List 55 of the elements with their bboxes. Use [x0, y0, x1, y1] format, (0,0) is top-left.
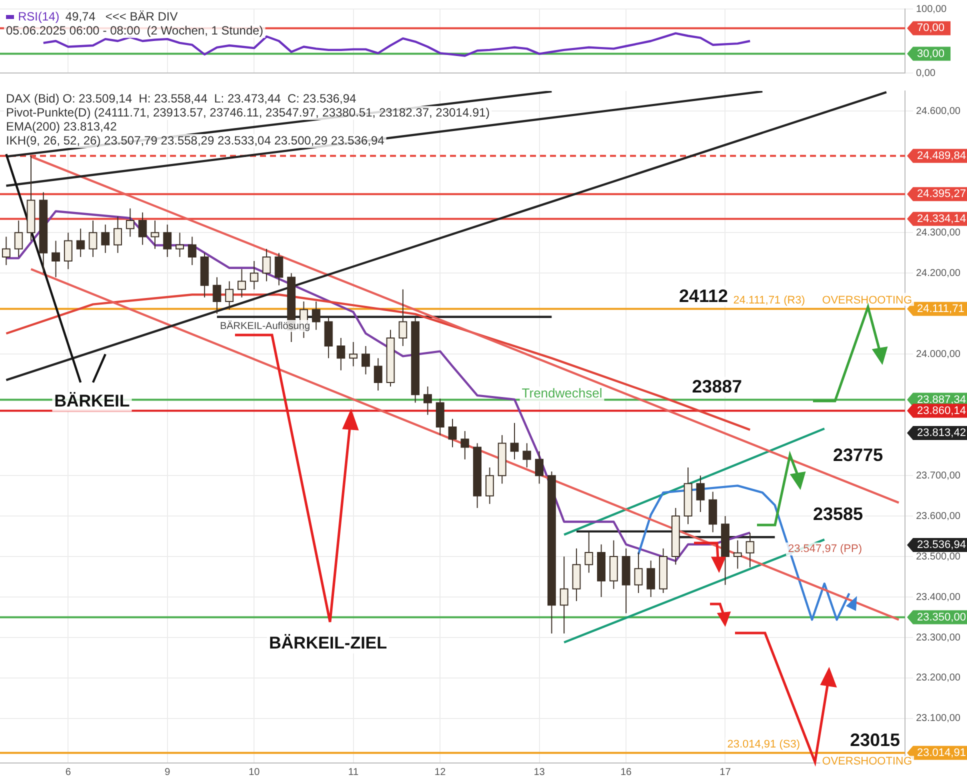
x-tick-label: 9 — [164, 766, 171, 778]
ref-line-label: 70,00 — [917, 22, 945, 34]
y-tick-label: 23.500,00 — [916, 551, 961, 562]
y-tick-label: 23.300,00 — [916, 632, 961, 644]
y-tick-label: 24.600,00 — [916, 106, 961, 117]
annotation: 23887 — [692, 376, 742, 397]
legend-label: RSI(14) — [18, 9, 60, 24]
text: 23.813,42 — [917, 427, 966, 440]
y-tick-label: 23.200,00 — [916, 672, 961, 684]
annotation: 23.014,91 (S3) — [727, 738, 800, 750]
x-tick-label: 17 — [720, 766, 732, 778]
annotation: 23585 — [812, 504, 864, 524]
x-tick-label: 10 — [248, 766, 260, 778]
y-tick-label: 23.600,00 — [916, 510, 961, 522]
annotation: DAX (Bid) O: 23.509,14 H: 23.558,44 L: 23.473,44 C: 23.536,94 — [6, 91, 357, 106]
y-tick-label: 23.400,00 — [916, 592, 961, 603]
ref-line-label: 23.350,00 — [917, 611, 966, 624]
y-tick-label: 23.700,00 — [916, 470, 961, 482]
annotation: Trendwechsel — [522, 386, 602, 401]
annotation: BÄRKEIL — [54, 392, 130, 411]
annotation: OVERSHOOTING — [822, 294, 912, 306]
annotation: <<< BÄR DIV — [105, 9, 178, 24]
ref-line-label: 24.489,84 — [917, 150, 966, 162]
ref-line-label: 30,00 — [917, 48, 945, 60]
x-tick-label: 6 — [65, 766, 72, 778]
ref-line-label: 24.334,14 — [917, 212, 966, 225]
y-tick-label: 24.300,00 — [916, 227, 961, 238]
annotation: 23775 — [832, 444, 884, 465]
annotation: IKH(9, 26, 52, 26) 23.507,79 23.558,29 23.533,04 23.500,29 23.536,94 — [6, 133, 385, 148]
x-tick-label: 13 — [534, 766, 546, 778]
y-tick-label: 0,00 — [916, 68, 936, 79]
x-tick-label: 11 — [348, 766, 359, 778]
ref-line-label: 24.395,27 — [917, 188, 966, 200]
ref-line-label: 23.014,91 — [917, 746, 966, 759]
annotation: 24112 — [678, 286, 728, 306]
annotation: 49,74 — [65, 9, 96, 24]
annotation: BÄRKEIL-Auflösung — [220, 320, 310, 332]
ref-line-label: 23.860,14 — [917, 404, 966, 417]
x-tick-label: 16 — [620, 766, 632, 778]
annotation: EMA(200) 23.813,42 — [6, 119, 118, 134]
annotation: 24.111,71 (R3) — [733, 294, 805, 306]
ref-line-label: 23.887,34 — [917, 394, 966, 406]
y-tick-label: 23.100,00 — [916, 713, 961, 724]
annotation: BÄRKEIL-ZIEL — [268, 634, 388, 653]
y-tick-label: 24.000,00 — [916, 348, 961, 360]
ref-line-label: 24.111,71 — [917, 302, 964, 315]
y-tick-label: 100,00 — [916, 4, 948, 15]
annotation: Pivot-Punkte(D) (24111.71, 23913.57, 23746.11, 23547.97, 23380.51, 23182.37, 23014.91) — [6, 105, 490, 120]
text: 23.536,94 — [917, 539, 966, 552]
x-tick-label: 12 — [434, 766, 446, 778]
annotation: 23015 — [850, 730, 900, 750]
y-tick-label: 24.200,00 — [916, 268, 961, 279]
annotation: 05.06.2025 06:00 - 08:00 (2 Wochen, 1 Stunde) — [6, 23, 264, 38]
annotation: 23.547,97 (PP) — [788, 543, 862, 556]
annotation: OVERSHOOTING — [822, 755, 912, 768]
